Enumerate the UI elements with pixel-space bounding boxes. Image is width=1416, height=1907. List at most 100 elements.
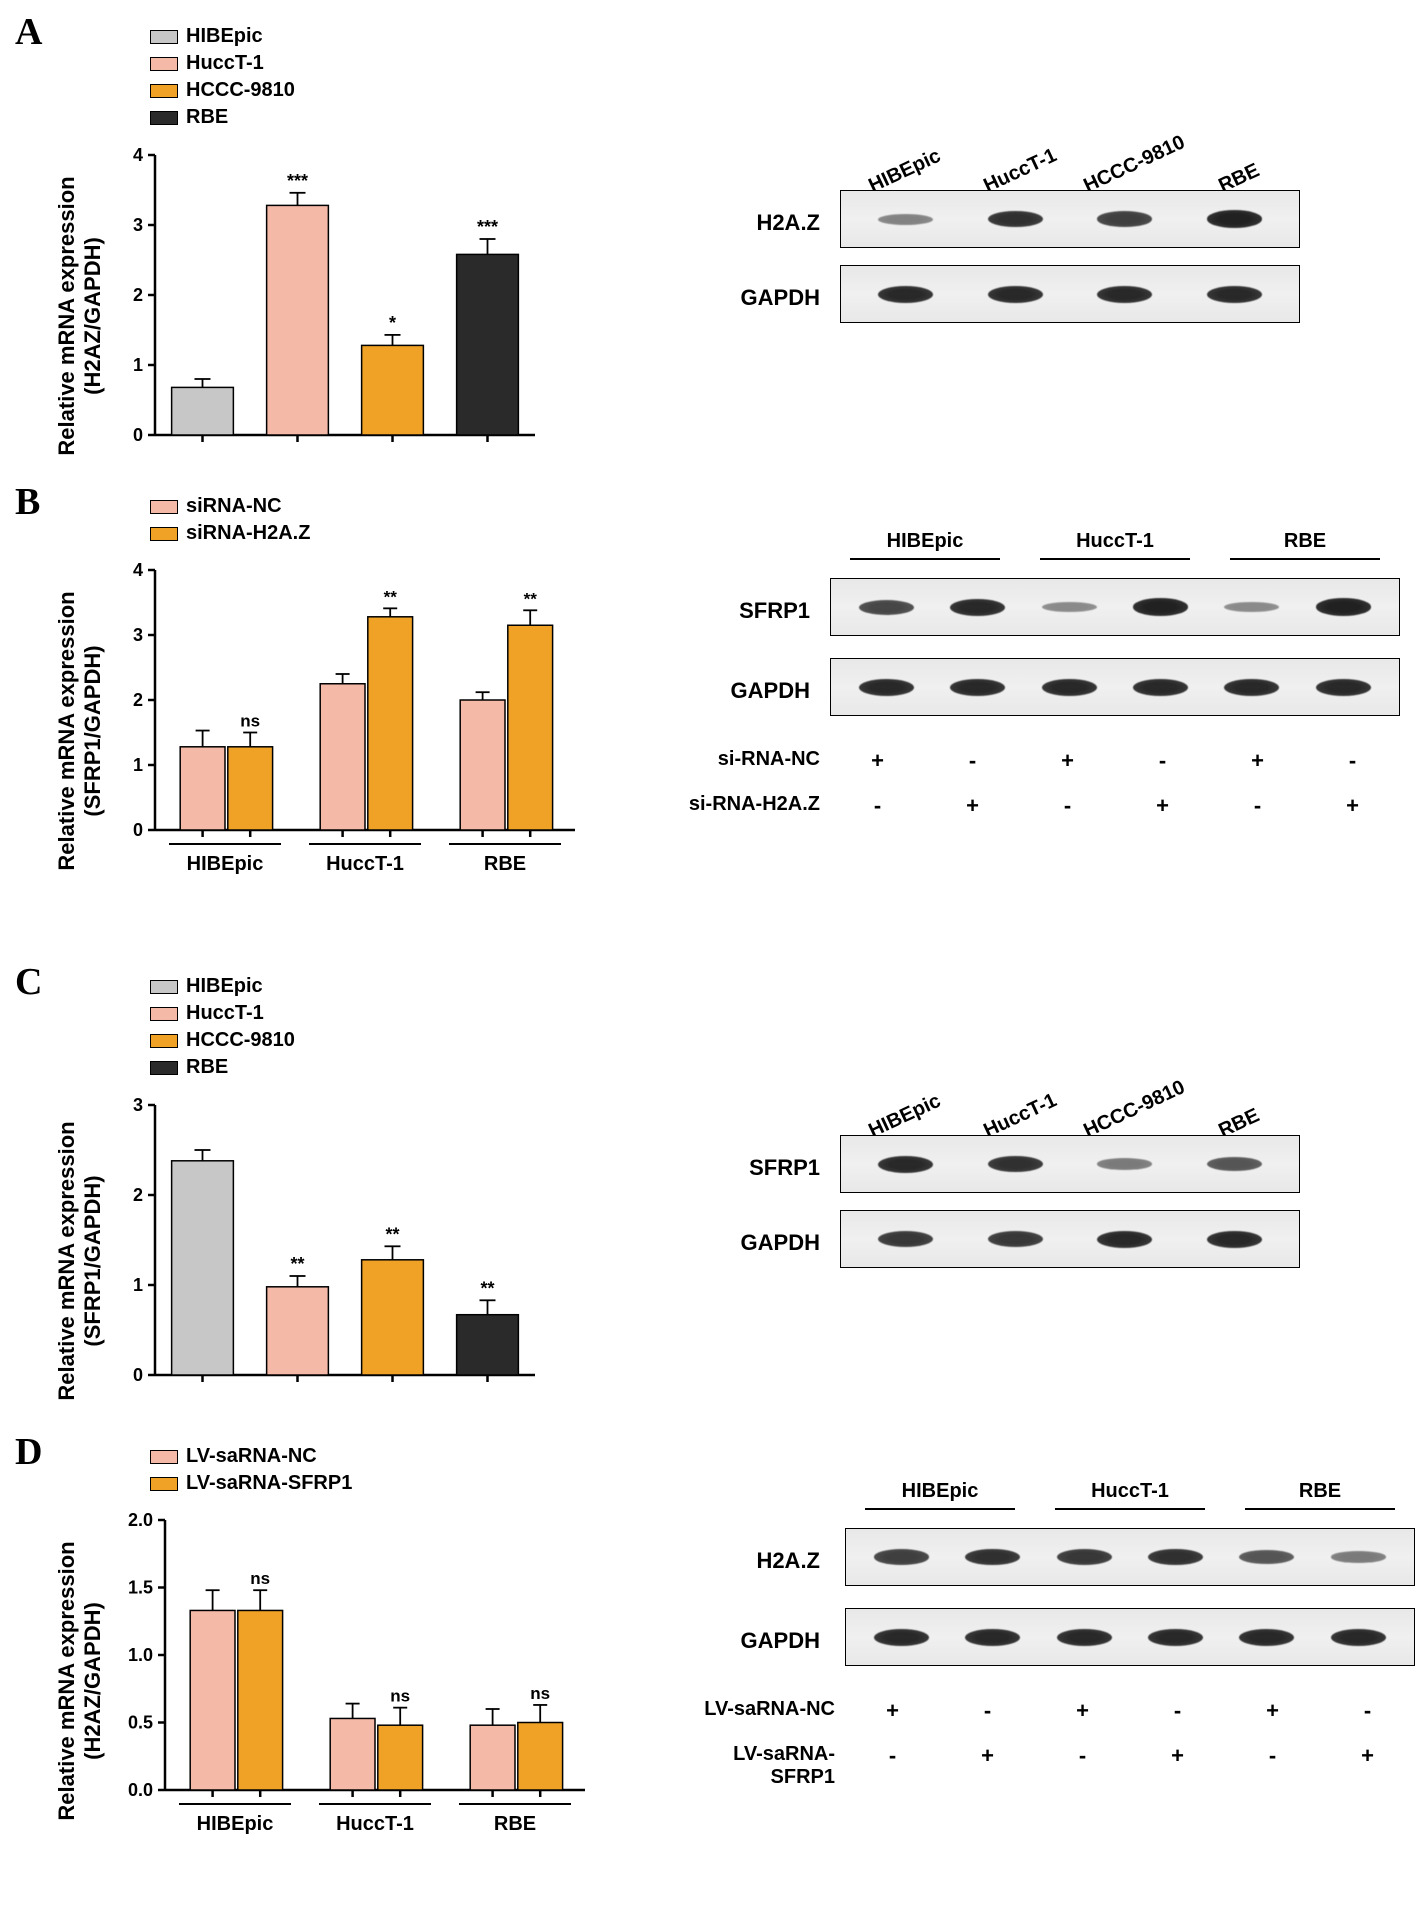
group-line [1055,1508,1205,1510]
band [1207,286,1262,303]
band [1239,1629,1294,1646]
legend-item: RBE [150,106,295,129]
legend-item: siRNA-H2A.Z [150,522,310,545]
blot-box [840,1135,1300,1193]
blot-row-label: GAPDH [720,285,820,311]
band [874,1629,929,1646]
cond-sign: - [845,1743,940,1769]
group-line [1245,1508,1395,1510]
svg-text:2.0: 2.0 [128,1510,153,1530]
legend-swatch [150,1034,178,1048]
ylabel-line2: (H2AZ/GAPDH) [80,237,105,395]
band [988,1156,1043,1173]
panel-a: A HIBEpic HuccT-1 HCCC-9810 RBE Relative… [0,0,1416,470]
panel-d-legend: LV-saRNA-NC LV-saRNA-SFRP1 [150,1445,352,1495]
svg-text:**: ** [480,1278,494,1298]
legend-swatch [150,111,178,125]
blot-header: HCCC-9810 [1080,1076,1188,1143]
band [988,286,1043,303]
svg-text:**: ** [384,587,398,606]
legend-swatch [150,500,178,514]
band [874,1549,929,1565]
legend-item: HuccT-1 [150,1002,295,1025]
legend-swatch [150,1061,178,1075]
blot-header: RBE [1225,530,1385,553]
cond-sign: - [1320,1698,1415,1724]
cond-sign: - [1115,748,1210,774]
cond-sign: + [1115,793,1210,819]
legend-swatch [150,30,178,44]
group-line [865,1508,1015,1510]
panel-c-yaxis-label: Relative mRNA expression (SFRP1/GAPDH) [54,1121,106,1401]
svg-text:ns: ns [250,1569,270,1588]
cond-sign: + [1225,1698,1320,1724]
blot-box [840,1210,1300,1268]
band [1207,1157,1262,1171]
ylabel-line1: Relative mRNA expression [54,591,79,870]
svg-text:HuccT-1: HuccT-1 [336,1813,414,1835]
cond-sign: - [1130,1698,1225,1724]
band [859,679,914,696]
svg-text:1: 1 [133,755,143,775]
cond-sign: - [940,1698,1035,1724]
band [878,1156,933,1173]
svg-text:0: 0 [133,1365,143,1385]
band [988,211,1043,228]
svg-text:2: 2 [133,1185,143,1205]
band [950,599,1005,616]
cond-sign: - [925,748,1020,774]
cond-sign: + [1130,1743,1225,1769]
band [859,600,914,615]
blot-header: RBE [1240,1480,1400,1503]
blot-box [845,1608,1415,1666]
cond-sign: - [1225,1743,1320,1769]
legend-item: siRNA-NC [150,495,310,518]
band [1133,679,1188,696]
svg-text:1.0: 1.0 [128,1645,153,1665]
band [988,1231,1043,1247]
svg-text:HIBEpic: HIBEpic [197,1813,274,1835]
band [1097,211,1152,227]
ylabel-line2: (H2AZ/GAPDH) [80,1602,105,1760]
legend-swatch [150,527,178,541]
panel-c-blot: HIBEpic HuccT-1 HCCC-9810 RBE SFRP1 GAPD… [720,1065,1340,1345]
svg-text:0.0: 0.0 [128,1780,153,1800]
panel-b-label: B [15,480,40,524]
svg-text:**: ** [290,1254,304,1274]
legend-text: RBE [186,1056,228,1079]
panel-a-label: A [15,10,42,54]
panel-a-blot: HIBEpic HuccT-1 HCCC-9810 RBE H2A.Z GAPD… [720,120,1340,400]
legend-swatch [150,1450,178,1464]
band [1331,1551,1386,1563]
blot-box [830,578,1400,636]
svg-text:0.5: 0.5 [128,1713,153,1733]
blot-box [840,265,1300,323]
legend-text: LV-saRNA-NC [186,1445,317,1468]
cond-sign: + [1305,793,1400,819]
cond-sign: - [1035,1743,1130,1769]
panel-d: D LV-saRNA-NC LV-saRNA-SFRP1 Relative mR… [0,1425,1416,1905]
cond-sign: + [1210,748,1305,774]
panel-c: C HIBEpic HuccT-1 HCCC-9810 RBE Relative… [0,955,1416,1425]
band [1224,679,1279,696]
panel-c-chart: 0123****** [110,1085,570,1405]
svg-text:***: *** [287,171,308,191]
ylabel-line1: Relative mRNA expression [54,1121,79,1400]
svg-text:ns: ns [390,1687,410,1706]
legend-text: HuccT-1 [186,1002,264,1025]
svg-text:0: 0 [133,425,143,445]
legend-swatch [150,1007,178,1021]
ylabel-line2: (SFRP1/GAPDH) [80,1175,105,1346]
band [1097,1158,1152,1170]
svg-text:4: 4 [133,560,143,580]
svg-text:4: 4 [133,145,143,165]
ylabel-line2: (SFRP1/GAPDH) [80,645,105,816]
legend-text: HIBEpic [186,25,263,48]
band [965,1629,1020,1646]
legend-item: HCCC-9810 [150,1029,295,1052]
svg-text:3: 3 [133,1095,143,1115]
legend-text: RBE [186,106,228,129]
cond-sign: - [830,793,925,819]
group-line [850,558,1000,560]
legend-text: HCCC-9810 [186,1029,295,1052]
